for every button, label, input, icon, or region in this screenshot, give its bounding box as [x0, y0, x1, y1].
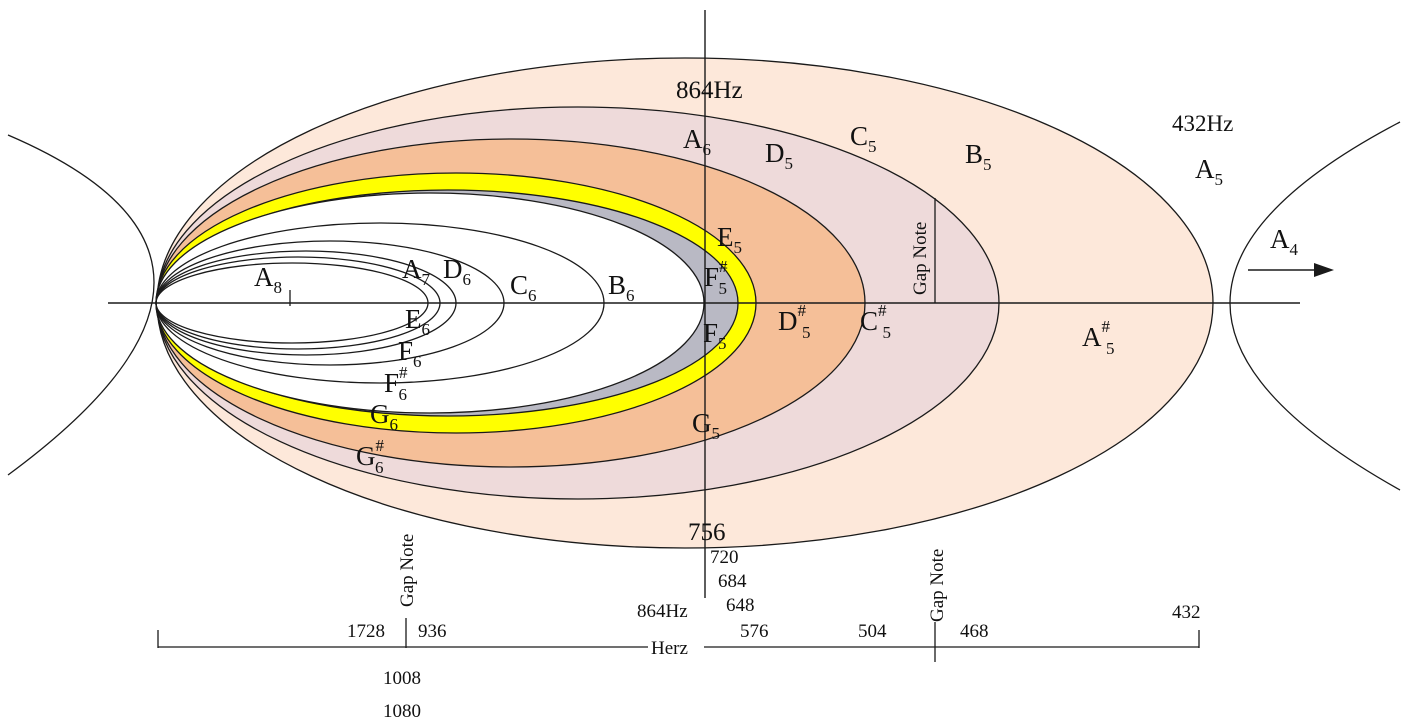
scale-1728: 1728: [347, 621, 385, 642]
scale-468: 468: [960, 621, 989, 642]
a4-arrow: [1248, 263, 1334, 277]
right-arc: [1229, 121, 1401, 491]
gap-note-left: Gap Note: [397, 534, 418, 607]
note-fs6: F# 6: [384, 363, 408, 404]
freq-720: 720: [710, 547, 739, 568]
note-f5: F5: [703, 318, 727, 353]
note-g6: G6: [370, 399, 398, 434]
freq-684: 684: [718, 571, 747, 592]
gap-note-right: Gap Note: [927, 549, 948, 622]
note-f6: F6: [398, 336, 422, 371]
note-ds5: D# 5: [778, 301, 811, 342]
freq-504: 504: [858, 621, 887, 642]
scale-herz: Herz: [651, 638, 688, 659]
note-a4: A4: [1270, 224, 1299, 259]
left-arc: [7, 134, 155, 476]
scale-936: 936: [418, 621, 447, 642]
note-a6: A6: [683, 124, 711, 159]
note-b5: B5: [965, 139, 992, 174]
note-a5: A5: [1195, 154, 1223, 189]
scale-1080: 1080: [383, 701, 421, 722]
gap-note-upper: Gap Note: [910, 222, 931, 295]
note-as5: A# 5: [1082, 317, 1115, 358]
note-e6: E6: [405, 304, 430, 339]
freq-648: 648: [726, 595, 755, 616]
note-fs5: F# 5: [704, 257, 728, 298]
scale-432: 432: [1172, 602, 1201, 623]
note-e5: E5: [717, 222, 742, 257]
label-432hz-top: 432Hz: [1172, 111, 1233, 136]
note-cs5: C# 5: [860, 301, 891, 342]
herz-scale: [157, 618, 1200, 662]
freq-576: 576: [740, 621, 769, 642]
note-a8: A8: [254, 262, 282, 297]
note-gs6: G# 6: [356, 436, 385, 477]
freq-756: 756: [688, 519, 726, 546]
note-c6: C6: [510, 270, 537, 305]
note-c5: C5: [850, 121, 877, 156]
scale-864hz: 864Hz: [637, 601, 688, 622]
note-a7: A7: [402, 254, 431, 289]
note-d5: D5: [765, 138, 793, 173]
note-d6: D6: [443, 254, 471, 289]
note-g5: G5: [692, 408, 720, 443]
scale-1008: 1008: [383, 668, 421, 689]
label-864hz-top: 864Hz: [676, 77, 743, 104]
note-b6: B6: [608, 270, 635, 305]
